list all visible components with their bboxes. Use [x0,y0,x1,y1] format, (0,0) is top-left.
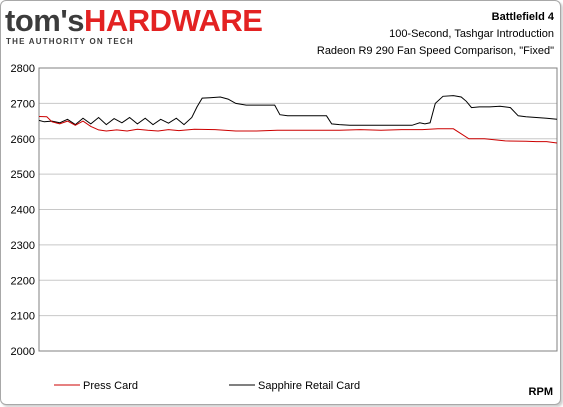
series-lines [38,95,558,144]
y-axis-ticks: 2800 2700 2600 2500 2400 2300 2200 2100 2000 [11,63,35,358]
chart-subtitle-2: Radeon R9 290 Fan Speed Comparison, "Fix… [316,45,554,57]
y-tick-label: 2400 [11,205,35,217]
y-tick-label: 2100 [11,311,35,323]
legend-label: Press Card [83,380,138,392]
series-line-sapphire-retail-card [38,95,558,126]
plot-area-border [38,67,558,352]
legend: Press Card Sapphire Retail Card [54,380,360,392]
grid-lines [39,102,557,317]
chart-title: Battlefield 4 [491,11,554,23]
series-line-press-card [38,116,558,144]
y-tick-label: 2200 [11,275,35,287]
y-tick-label: 2000 [11,346,35,358]
brand-wordmark-part-b: HARDWARE [83,3,263,38]
y-tick-label: 2300 [11,240,35,252]
chart-subtitle-1: 100-Second, Tashgar Introduction [389,28,554,40]
brand-wordmark-part-a: tom's [5,3,84,38]
y-tick-label: 2500 [11,169,35,181]
y-tick-label: 2700 [11,98,35,110]
brand-tagline: THE AUTHORITY ON TECH [6,37,134,46]
brand-wordmark: tom'sHARDWARE [5,3,263,39]
legend-label: Sapphire Retail Card [258,380,360,392]
unit-label: RPM [529,386,553,398]
brand-logo: tom'sHARDWARE THE AUTHORITY ON TECH [5,3,275,51]
y-tick-label: 2800 [11,63,35,75]
y-tick-label: 2600 [11,134,35,146]
chart-titles: Battlefield 4 100-Second, Tashgar Introd… [317,9,554,60]
